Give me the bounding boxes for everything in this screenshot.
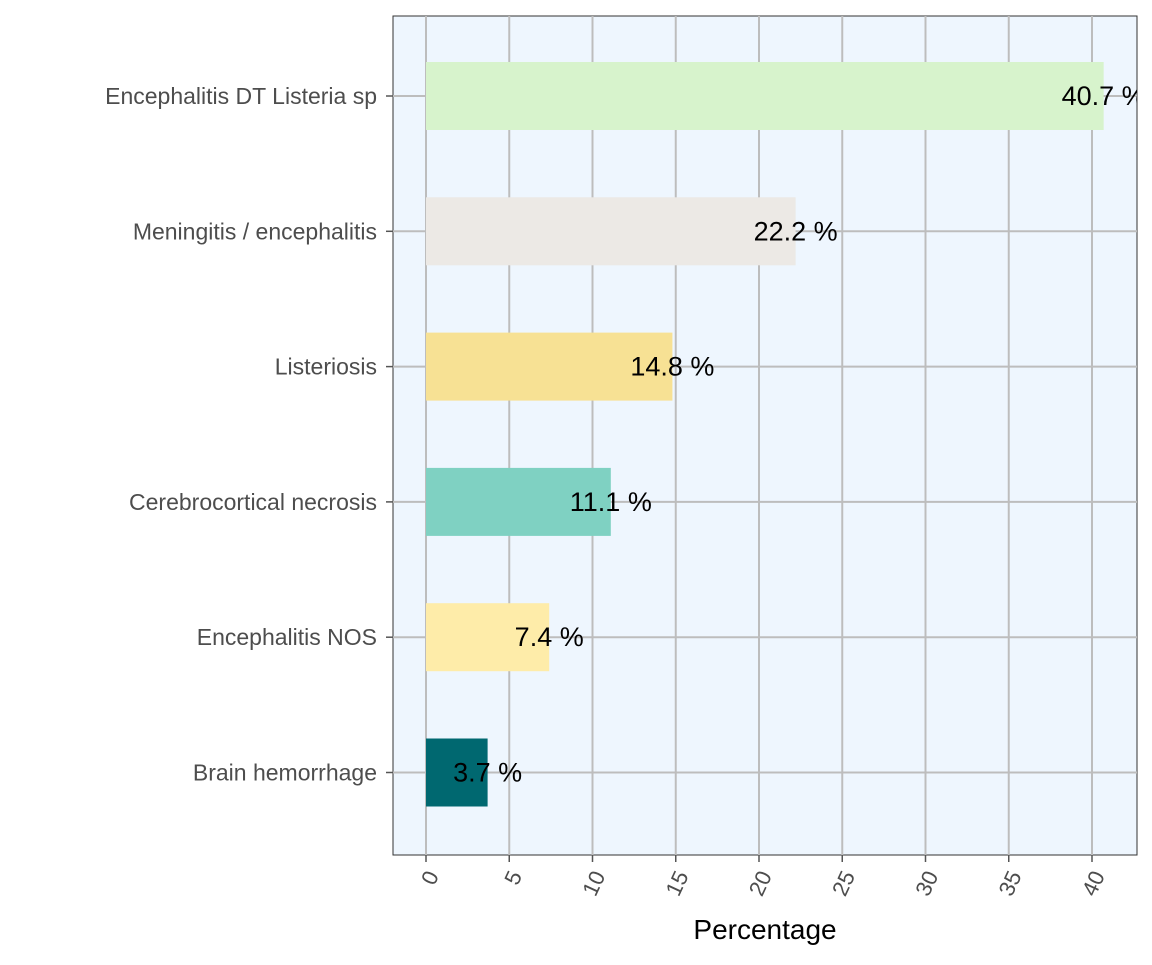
category-label: Brain hemorrhage	[193, 760, 377, 786]
data-label: 11.1 %	[570, 487, 652, 517]
data-label: 3.7 %	[453, 758, 522, 788]
x-tick-label: 0	[416, 867, 444, 889]
bar	[426, 332, 673, 401]
category-label: Encephalitis DT Listeria sp	[105, 83, 377, 109]
x-tick-label: 15	[661, 867, 694, 900]
x-tick-label: 35	[994, 867, 1027, 900]
bar	[426, 738, 488, 807]
x-tick-label: 5	[499, 867, 527, 889]
bar	[426, 603, 550, 672]
x-tick-label: 40	[1077, 867, 1110, 900]
data-labels: 40.7 % 22.2 % 14.8 % 11.1 % 7.4 % 3.7 %	[453, 81, 1146, 788]
category-label: Listeriosis	[275, 354, 377, 380]
data-label: 14.8 %	[630, 352, 714, 382]
x-tick-label: 30	[910, 867, 943, 900]
x-tick-label: 20	[744, 867, 777, 900]
category-label: Meningitis / encephalitis	[133, 218, 377, 244]
x-axis-title: Percentage	[693, 914, 836, 945]
plot-panel	[392, 15, 1138, 856]
category-labels: Encephalitis DT Listeria sp Meningitis / …	[105, 83, 377, 786]
x-tick-label: 25	[827, 867, 860, 900]
data-label: 40.7 %	[1062, 81, 1146, 111]
x-tick-label: 10	[577, 867, 610, 900]
bar	[426, 62, 1104, 130]
data-label: 22.2 %	[754, 216, 838, 246]
bar	[426, 197, 796, 266]
bar	[426, 467, 611, 536]
data-label: 7.4 %	[515, 622, 584, 652]
category-label: Cerebrocortical necrosis	[129, 489, 377, 515]
category-label: Encephalitis NOS	[197, 624, 377, 650]
bars	[426, 62, 1104, 807]
